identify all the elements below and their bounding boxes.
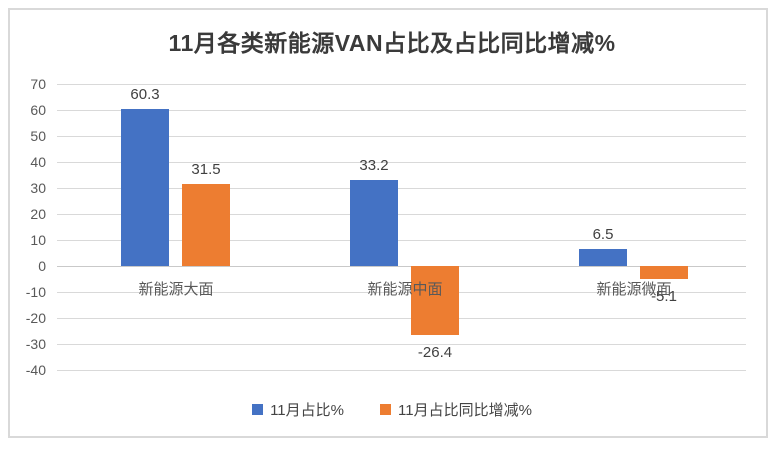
category-label: 新能源中面	[367, 281, 443, 298]
data-label: 33.2	[359, 157, 389, 174]
legend-item-series1: 11月占比%	[252, 399, 344, 420]
legend-swatch-orange	[380, 404, 391, 415]
legend-item-series2: 11月占比同比增减%	[380, 399, 532, 420]
y-axis-tick-label: -30	[25, 336, 46, 352]
bar-orange	[411, 266, 459, 335]
data-label: 60.3	[130, 86, 160, 103]
gridline	[57, 110, 746, 111]
gridline	[57, 240, 746, 241]
y-axis-tick-label: 40	[30, 154, 46, 170]
gridline	[57, 292, 746, 293]
y-axis-tick-label: 20	[30, 206, 46, 222]
gridline	[57, 214, 746, 215]
gridline	[57, 318, 746, 319]
bar-blue	[350, 180, 398, 266]
gridline	[57, 84, 746, 85]
bar-blue	[579, 249, 627, 266]
category-label: 新能源大面	[138, 281, 214, 298]
gridline	[57, 136, 746, 137]
data-label: 31.5	[191, 161, 221, 178]
gridline	[57, 370, 746, 371]
y-axis-tick-label: -40	[25, 362, 46, 378]
y-axis-tick-label: 60	[30, 102, 46, 118]
legend-label-series2: 11月占比同比增减%	[398, 402, 532, 419]
y-axis-tick-label: 10	[30, 232, 46, 248]
legend: 11月占比% 11月占比同比增减%	[0, 399, 784, 420]
y-axis-tick-label: -20	[25, 310, 46, 326]
y-axis-tick-label: 0	[38, 258, 46, 274]
gridline	[57, 162, 746, 163]
y-axis-tick-label: 50	[30, 128, 46, 144]
y-axis-tick-label: -10	[25, 284, 46, 300]
data-label: -26.4	[417, 344, 453, 361]
legend-label-series1: 11月占比%	[270, 402, 344, 419]
gridline	[57, 344, 746, 345]
data-label: -5.1	[651, 288, 677, 305]
y-axis-tick-label: 30	[30, 180, 46, 196]
bar-orange	[640, 266, 688, 279]
gridline	[57, 188, 746, 189]
data-label: 6.5	[592, 226, 614, 243]
zero-gridline	[57, 266, 746, 267]
bar-orange	[182, 184, 230, 266]
category-label: 新能源微面	[596, 281, 672, 298]
bar-blue	[121, 109, 169, 266]
legend-swatch-blue	[252, 404, 264, 415]
chart-title: 11月各类新能源VAN占比及占比同比增减%	[168, 30, 616, 56]
y-axis-tick-label: 70	[30, 76, 46, 92]
